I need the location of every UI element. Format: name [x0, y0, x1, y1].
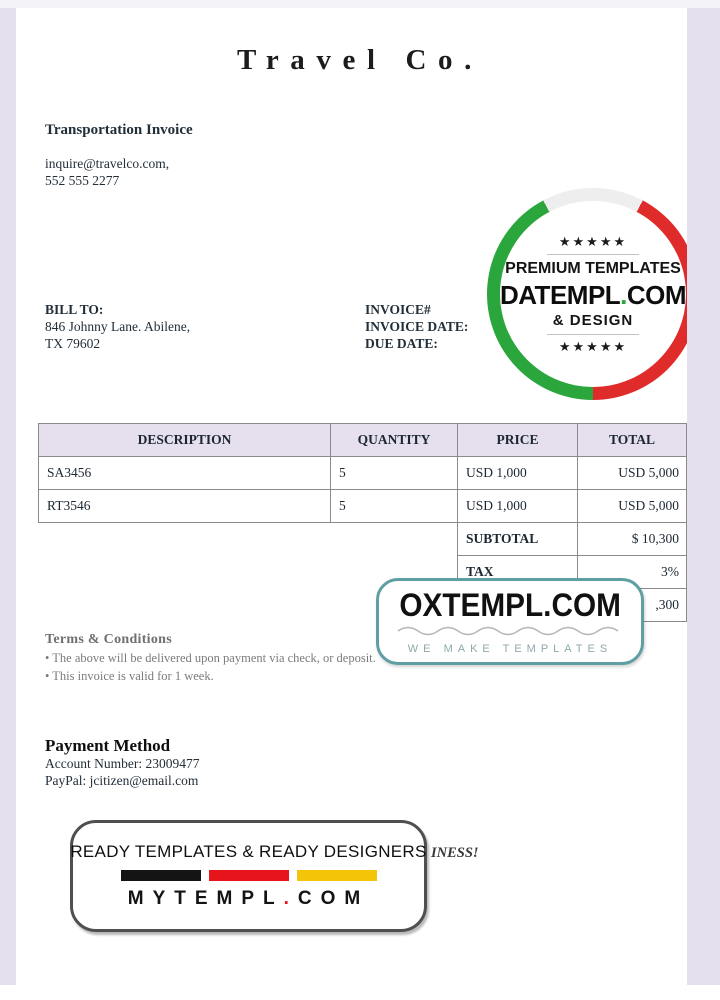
bill-to-address-line2: TX 79602 [45, 336, 101, 351]
bill-to-label: BILL TO: [45, 302, 104, 317]
col-header-quantity: QUANTITY [330, 423, 458, 457]
terms-heading: Terms & Conditions [45, 632, 173, 647]
cell-quantity: 5 [330, 456, 458, 490]
mytempl-brand-tld: COM [297, 888, 370, 909]
cell-quantity: 5 [330, 489, 458, 523]
yellow-bar-icon [296, 870, 377, 881]
subtotal-label: SUBTOTAL [457, 522, 578, 556]
stars-icon: ★★★★★ [558, 233, 628, 249]
contact-phone: 552 555 2277 [45, 173, 120, 188]
contact-email: inquire@travelco.com, [45, 156, 170, 171]
color-bars [120, 870, 377, 881]
payment-heading: Payment Method [45, 736, 171, 755]
invoice-date-label: INVOICE DATE: [365, 319, 469, 334]
table-row: SA3456 5 USD 1,000 USD 5,000 [38, 456, 687, 490]
mytempl-brand-name: MYTEMPL [127, 888, 284, 909]
bill-to-address-line1: 846 Johnny Lane. Abilene, [45, 319, 191, 334]
oxtempl-tagline: WE MAKE TEMPLATES [407, 643, 613, 655]
mytempl-brand: MYTEMPL.COM [128, 888, 370, 910]
cell-total: USD 5,000 [577, 456, 687, 490]
top-border-strip [0, 0, 720, 8]
oxtempl-watermark-badge: OXTEMPL.COM WE MAKE TEMPLATES [376, 578, 644, 665]
datempl-brand-name: DATEMPL [499, 279, 621, 310]
payment-account: Account Number: 23009477 [45, 756, 200, 771]
cell-total: USD 5,000 [577, 489, 687, 523]
oxtempl-brand: OXTEMPL.COM [399, 587, 621, 623]
contact-block: inquire@travelco.com, 552 555 2277 [45, 155, 169, 189]
line-items-table: DESCRIPTION QUANTITY PRICE TOTAL SA3456 … [38, 423, 687, 523]
due-date-label: DUE DATE: [365, 336, 438, 351]
cell-description: SA3456 [38, 456, 331, 490]
col-header-description: DESCRIPTION [38, 423, 331, 457]
stars-icon: ★★★★★ [558, 338, 628, 354]
wavy-line-icon [394, 623, 626, 641]
payment-method-block: Payment Method Account Number: 23009477 … [45, 736, 199, 789]
table-header-row: DESCRIPTION QUANTITY PRICE TOTAL [38, 423, 687, 457]
cell-description: RT3546 [38, 489, 331, 523]
datempl-badge-inner: ★★★★★ PREMIUM TEMPLATES DATEMPL.COM & DE… [499, 201, 687, 387]
datempl-watermark-badge: ★★★★★ PREMIUM TEMPLATES DATEMPL.COM & DE… [487, 188, 699, 400]
datempl-brand: DATEMPL.COM [499, 279, 687, 310]
datempl-brand-dot: . [620, 279, 627, 310]
datempl-brand-tld: COM [626, 279, 687, 310]
payment-paypal: PayPal: jcitizen@email.com [45, 773, 199, 788]
subtotal-value: $ 10,300 [577, 522, 687, 556]
left-border-strip [0, 8, 16, 985]
right-border-strip [687, 8, 720, 985]
company-name: Travel Co. [237, 44, 483, 76]
thank-you-text-fragment: INESS! [431, 845, 479, 861]
datempl-tagline-bottom: & DESIGN [552, 311, 634, 329]
cell-price: USD 1,000 [457, 456, 578, 490]
red-bar-icon [208, 870, 289, 881]
table-row: RT3546 5 USD 1,000 USD 5,000 [38, 489, 687, 523]
terms-block: Terms & Conditions • The above will be d… [45, 632, 376, 684]
datempl-tagline-top: PREMIUM TEMPLATES [505, 259, 681, 277]
invoice-number-label: INVOICE# [365, 302, 431, 317]
invoice-meta-block: INVOICE# INVOICE DATE: DUE DATE: [365, 301, 468, 352]
cell-price: USD 1,000 [457, 489, 578, 523]
subtotal-row: SUBTOTAL $ 10,300 [457, 522, 687, 556]
document-title: Transportation Invoice [45, 122, 193, 138]
mytempl-tagline: READY TEMPLATES & READY DESIGNERS [70, 842, 427, 861]
mytempl-watermark-badge: READY TEMPLATES & READY DESIGNERS MYTEMP… [70, 820, 427, 932]
black-bar-icon [120, 870, 201, 881]
col-header-total: TOTAL [577, 423, 687, 457]
bill-to-block: BILL TO: 846 Johnny Lane. Abilene, TX 79… [45, 301, 190, 352]
mytempl-brand-dot: . [283, 888, 298, 909]
divider-line [547, 253, 639, 255]
terms-item: • The above will be delivered upon payme… [45, 651, 376, 665]
col-header-price: PRICE [457, 423, 578, 457]
terms-item: • This invoice is valid for 1 week. [45, 669, 214, 683]
divider-line [547, 333, 639, 335]
